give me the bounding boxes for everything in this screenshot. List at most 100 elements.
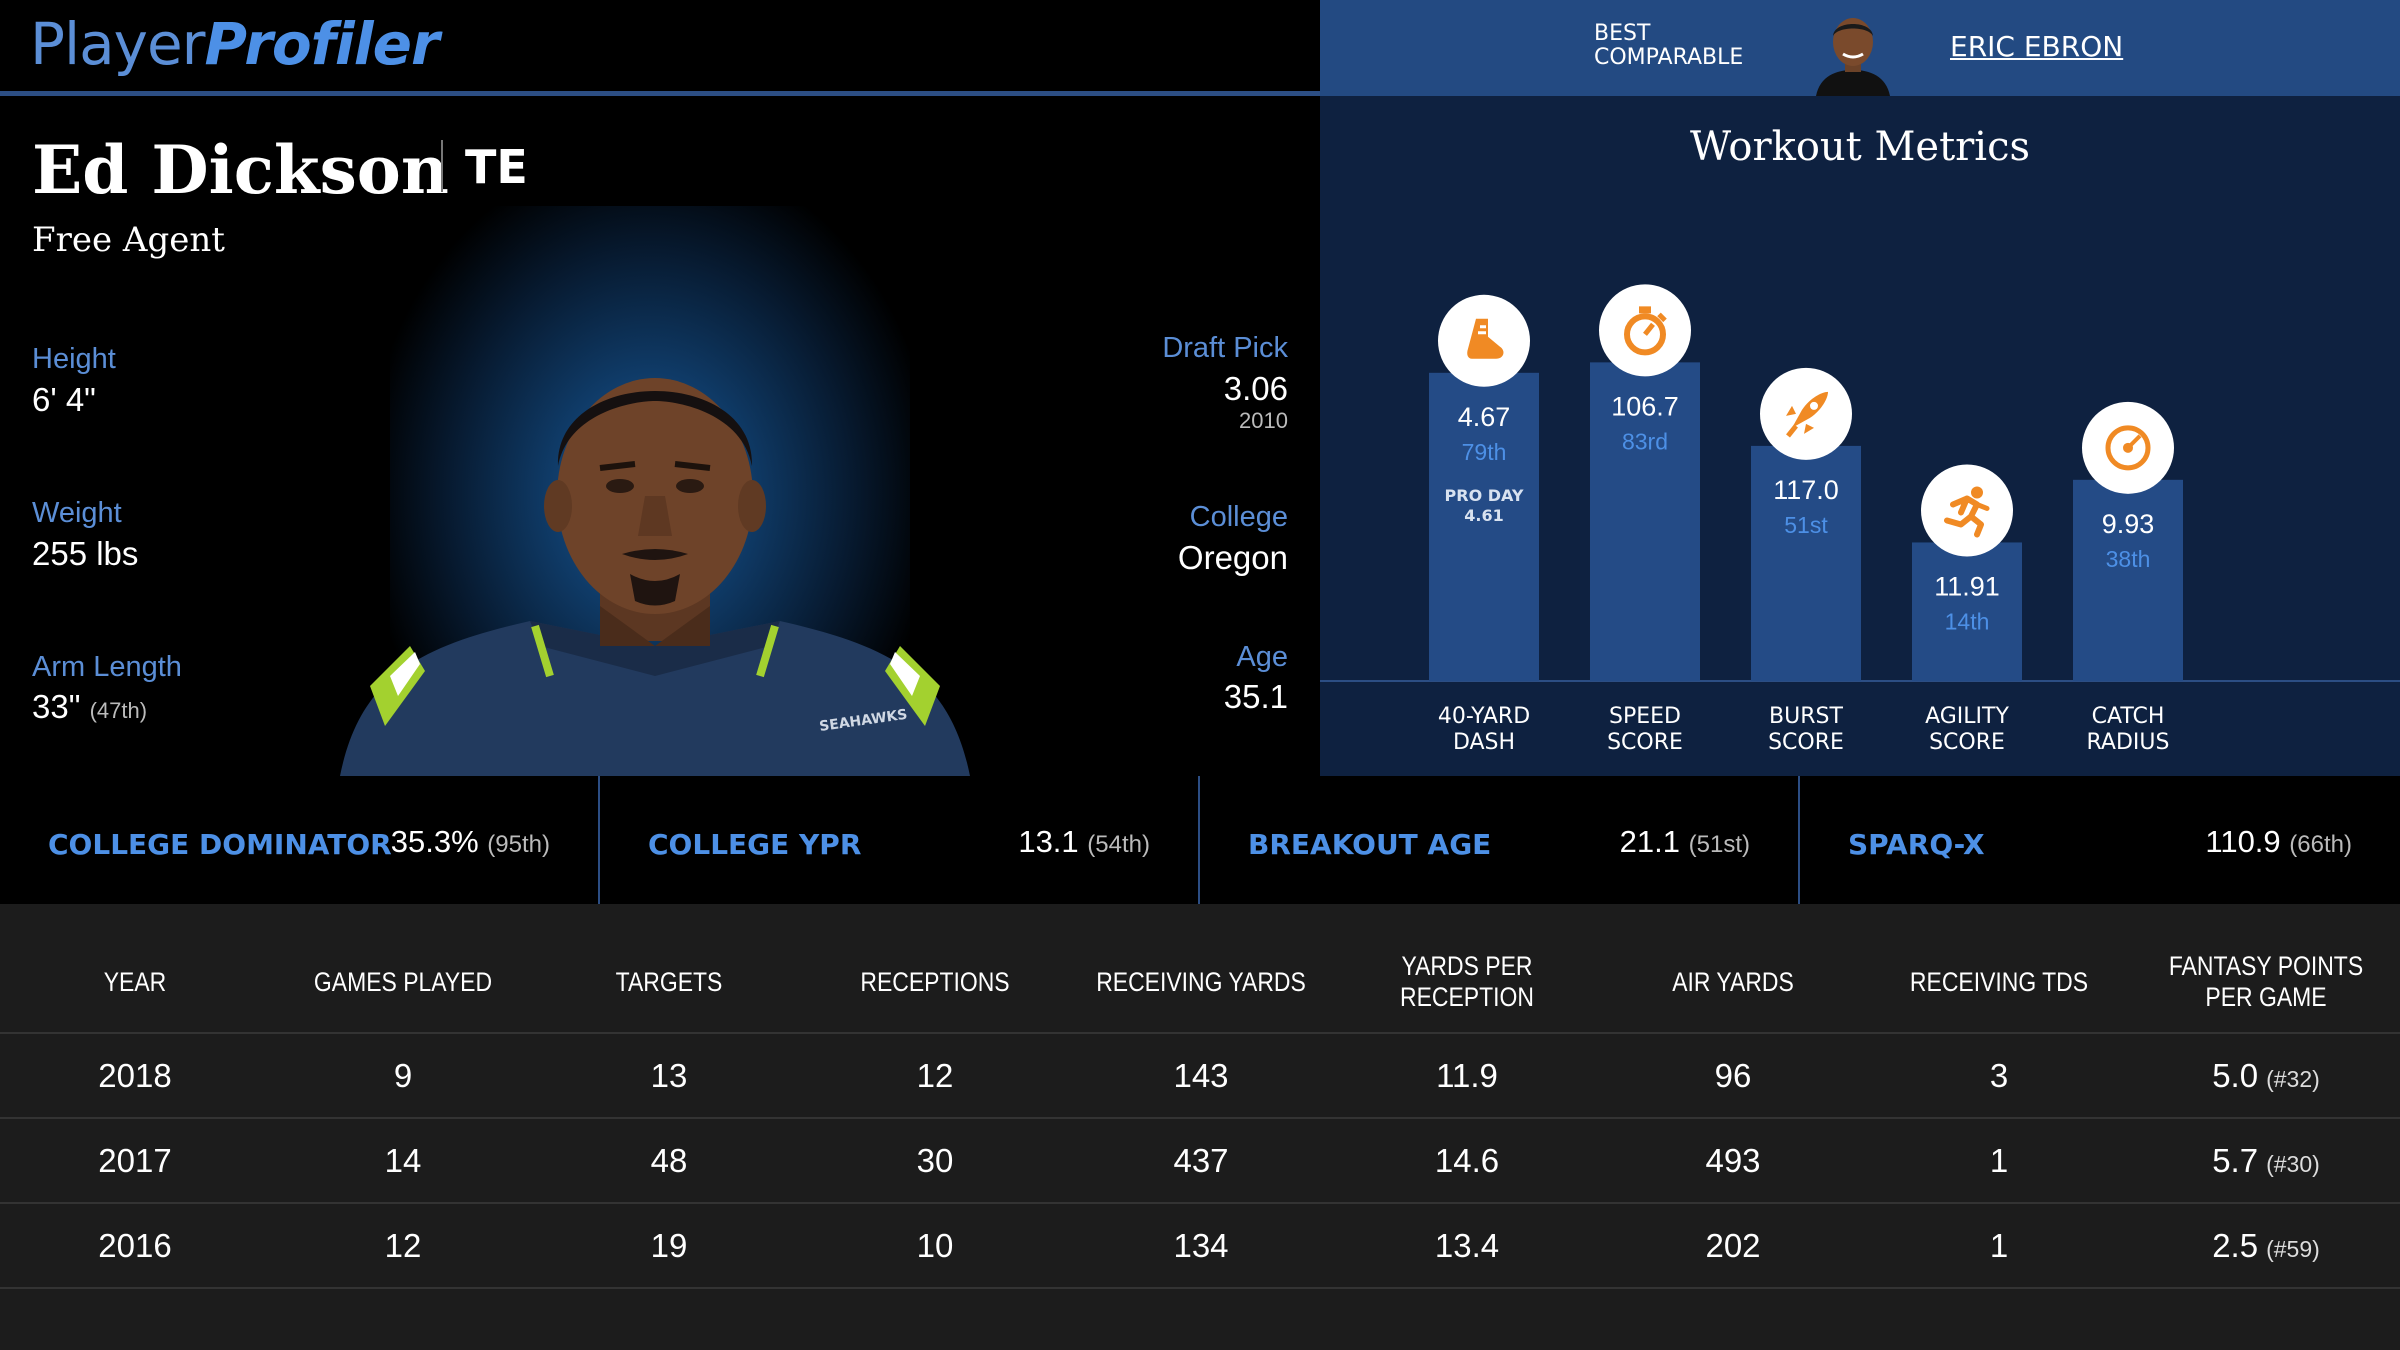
cell-air-yards: 96 (1600, 1033, 1866, 1119)
metric-value: 21.1 (51st) (1620, 824, 1750, 860)
draft-pick-label: Draft Pick (1162, 332, 1288, 364)
cell-tds: 3 (1866, 1033, 2132, 1119)
cell-air-yards: 493 (1600, 1118, 1866, 1204)
metric-bar (1751, 445, 1861, 681)
metric-note: PRO DAY (1445, 486, 1524, 505)
metric-value: 9.93 (2102, 509, 2155, 539)
metric-bar (1912, 542, 2022, 681)
col-header-receiving-yards[interactable]: RECEIVING YARDS (1087, 932, 1315, 1034)
cell-year: 2018 (0, 1033, 270, 1119)
table-row: 2016 12 19 10 134 13.4 202 1 2.5 (#59) (0, 1203, 2400, 1289)
draft-year: 2010 (1239, 408, 1288, 433)
cell-receptions: 30 (802, 1118, 1068, 1204)
cell-fppg: 5.0 (#32) (2132, 1033, 2400, 1119)
weight-value: 255 lbs (32, 535, 139, 572)
col-header-receptions[interactable]: RECEPTIONS (821, 932, 1049, 1034)
weight-label: Weight (32, 497, 122, 529)
metric-label-line1: 40-YARD (1438, 704, 1530, 729)
player-headshot: SEAHAWKS (340, 378, 970, 776)
metric-bar (1590, 362, 1700, 681)
college-metrics-strip: COLLEGE DOMINATOR 35.3% (95th) COLLEGE Y… (0, 776, 2400, 904)
metric-label[interactable]: COLLEGE YPR (648, 828, 862, 861)
metric-label-line2: SCORE (1768, 730, 1844, 755)
cell-fppg: 2.5 (#59) (2132, 1203, 2400, 1289)
metric-value: 35.3% (95th) (391, 824, 550, 860)
best-comparable-label-line1: BEST (1594, 21, 1651, 46)
metric-sparq-x: SPARQ-X 110.9 (66th) (1800, 776, 2400, 904)
workout-metrics-panel: Workout Metrics 4.67 79th PRO DAY 4.61 40-YA… (1320, 96, 2400, 776)
metric-percentile: 83rd (1622, 428, 1668, 454)
metric-value: 117.0 (1773, 475, 1839, 505)
col-header-air-yards[interactable]: AIR YARDS (1619, 932, 1847, 1034)
col-header-fantasy-points-per-game[interactable]: FANTASY POINTS PER GAME (2152, 932, 2380, 1034)
best-comparable-label-line2: COMPARABLE (1594, 45, 1744, 70)
cell-targets: 48 (536, 1118, 802, 1204)
cell-games: 9 (270, 1033, 536, 1119)
runner-icon (1944, 486, 1990, 538)
shoe-icon (1467, 318, 1504, 359)
metric-label-line2: RADIUS (2087, 730, 2170, 755)
cell-games: 14 (270, 1118, 536, 1204)
top-header: PlayerProfiler (0, 0, 1320, 96)
best-comparable-name-link[interactable]: ERIC EBRON (1950, 30, 2124, 63)
age-value: 35.1 (1223, 678, 1288, 715)
best-comparable-label: BEST COMPARABLE (1594, 22, 1743, 70)
metric-percentile: 79th (1462, 439, 1507, 465)
cell-year: 2016 (0, 1203, 270, 1289)
col-header-year[interactable]: YEAR (20, 932, 250, 1034)
arm-length-value: 33" (47th) (32, 688, 147, 726)
metric-label-line1: BURST (1769, 704, 1843, 729)
fppg-rank: (#59) (2266, 1235, 2320, 1262)
player-profiler-logo[interactable]: PlayerProfiler (30, 10, 440, 78)
player-position: TE (465, 140, 528, 194)
col-header-receiving-tds[interactable]: RECEIVING TDS (1885, 932, 2113, 1034)
metric-number: 13.1 (1018, 824, 1079, 859)
metric-percentile: 14th (1945, 608, 1990, 634)
metric-college-dominator: COLLEGE DOMINATOR 35.3% (95th) (0, 776, 600, 904)
cell-tds: 1 (1866, 1203, 2132, 1289)
metric-value: 11.91 (1934, 571, 2000, 601)
cell-receptions: 10 (802, 1203, 1068, 1289)
arm-length-label: Arm Length (32, 651, 182, 683)
col-header-games-played[interactable]: GAMES PLAYED (289, 932, 517, 1034)
fppg-value: 2.5 (2212, 1226, 2259, 1264)
workout-metrics-title: Workout Metrics (1689, 124, 2031, 170)
cell-targets: 13 (536, 1033, 802, 1119)
metric-breakout-age: BREAKOUT AGE 21.1 (51st) (1200, 776, 1800, 904)
metric-value: 4.67 (1458, 402, 1511, 432)
metric-rank: (51st) (1688, 831, 1750, 858)
col-header-yards-per-reception[interactable]: YARDS PER RECEPTION (1353, 932, 1581, 1034)
metric-value: 110.9 (66th) (2205, 824, 2352, 860)
metric-number: 110.9 (2205, 824, 2281, 859)
stats-table: YEAR GAMES PLAYED TARGETS RECEPTIONS REC… (0, 932, 2400, 1289)
fppg-rank: (#32) (2266, 1065, 2320, 1092)
fppg-value: 5.0 (2212, 1056, 2259, 1094)
metric-bar (2073, 479, 2183, 681)
fppg-rank: (#30) (2266, 1150, 2320, 1177)
cell-air-yards: 202 (1600, 1203, 1866, 1289)
target-icon (2105, 425, 2151, 471)
metric-label-line2: SCORE (1929, 730, 2005, 755)
cell-ypr: 14.6 (1334, 1118, 1600, 1204)
metric-rank: (54th) (1087, 831, 1150, 858)
table-header-row: YEAR GAMES PLAYED TARGETS RECEPTIONS REC… (0, 932, 2400, 1034)
cell-yards: 437 (1068, 1118, 1334, 1204)
cell-ypr: 11.9 (1334, 1033, 1600, 1119)
metric-label[interactable]: COLLEGE DOMINATOR (48, 828, 392, 861)
name-divider (441, 140, 443, 192)
metric-value: 106.7 (1611, 391, 1679, 421)
table-row: 2018 9 13 12 143 11.9 96 3 5.0 (#32) (0, 1033, 2400, 1119)
metric-rank: (95th) (487, 831, 550, 858)
col-header-targets[interactable]: TARGETS (555, 932, 783, 1034)
college-value: Oregon (1177, 539, 1288, 576)
metric-label[interactable]: BREAKOUT AGE (1248, 828, 1492, 861)
metric-rank: (66th) (2289, 831, 2352, 858)
cell-games: 12 (270, 1203, 536, 1289)
metric-label[interactable]: SPARQ-X (1848, 828, 1985, 861)
